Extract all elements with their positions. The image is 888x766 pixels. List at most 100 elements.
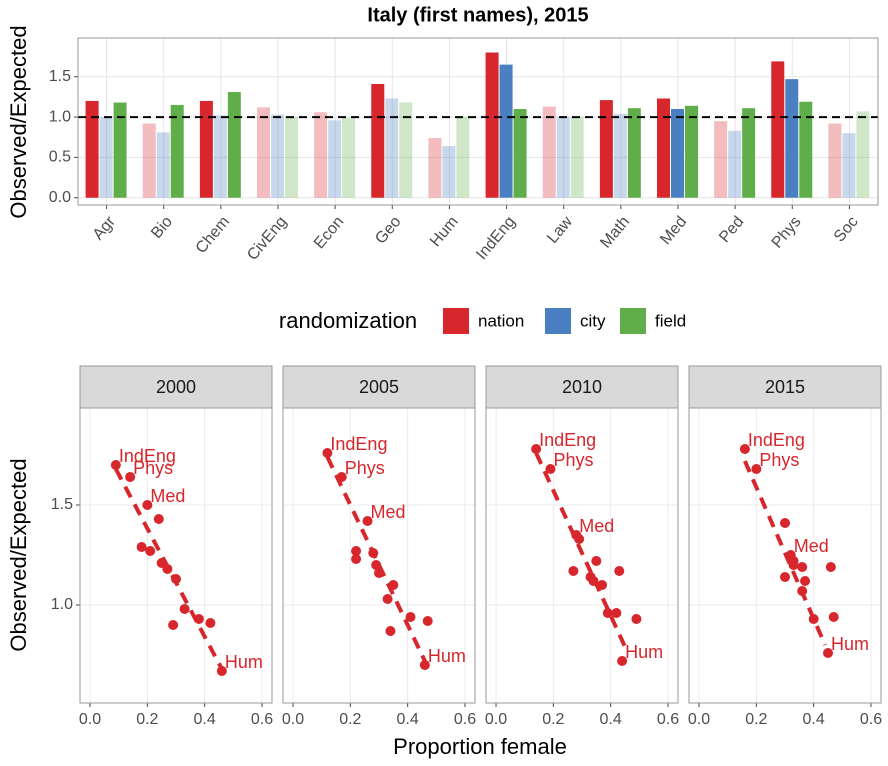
point <box>216 666 227 676</box>
plot-frame <box>79 407 273 704</box>
point <box>388 580 399 590</box>
point <box>162 564 173 574</box>
bar <box>856 111 870 198</box>
y-axis-title: Observed/Expected <box>6 458 31 651</box>
point-label: Phys <box>553 450 593 470</box>
facet-title: 2000 <box>156 377 196 397</box>
y-axis-title: Observed/Expected <box>6 25 31 218</box>
x-tick-label: 0.0 <box>485 711 507 728</box>
bar <box>714 121 728 198</box>
legend-label: field <box>655 311 686 330</box>
x-tick-label: Bio <box>148 213 176 242</box>
x-tick-label: 0.4 <box>803 711 825 728</box>
point <box>574 534 585 544</box>
point <box>797 562 808 572</box>
legend-label: nation <box>478 311 524 330</box>
bar <box>485 52 499 198</box>
x-tick-label: Agr <box>90 213 119 244</box>
plot-background <box>486 408 678 703</box>
point <box>788 560 799 570</box>
point <box>374 568 384 578</box>
bar <box>156 132 170 198</box>
bar <box>442 146 456 198</box>
point <box>322 448 333 458</box>
point-label: Hum <box>831 634 869 654</box>
bar <box>456 117 470 198</box>
x-tick-label: Math <box>597 213 633 251</box>
point-label: Phys <box>345 458 385 478</box>
point-label: Med <box>579 516 614 536</box>
bar <box>285 117 298 198</box>
bar <box>99 117 113 198</box>
point <box>780 572 790 582</box>
point <box>828 612 839 622</box>
facet-title: 2005 <box>359 377 399 397</box>
point <box>136 542 147 552</box>
bar <box>85 100 99 198</box>
x-tick-label: 0.2 <box>745 711 767 728</box>
y-tick-label: 0.5 <box>49 149 71 166</box>
x-tick-label: Phys <box>769 213 805 251</box>
bar <box>428 138 442 198</box>
bar <box>685 105 698 198</box>
point <box>142 500 153 510</box>
x-tick-label: IndEng <box>473 213 519 263</box>
point-label: IndEng <box>748 430 805 450</box>
legend-label: city <box>580 311 606 330</box>
x-tick-label: Law <box>544 213 576 247</box>
bar <box>385 98 399 198</box>
point-label: IndEng <box>119 446 176 466</box>
y-tick-label: 1.0 <box>49 108 71 125</box>
point <box>125 472 136 482</box>
point <box>808 614 819 624</box>
point <box>568 566 579 576</box>
plot-frame <box>77 37 879 206</box>
bar <box>671 108 684 198</box>
point <box>362 516 373 526</box>
point <box>751 464 762 474</box>
x-tick-label: 0.0 <box>688 711 710 728</box>
bar <box>227 92 241 198</box>
bar <box>513 108 527 198</box>
bar <box>613 113 627 198</box>
point <box>800 576 811 586</box>
x-tick-label: 0.6 <box>251 711 273 728</box>
point <box>351 554 362 564</box>
facet-strip <box>282 365 476 409</box>
bar <box>371 83 385 198</box>
point <box>168 620 179 630</box>
point <box>205 618 216 628</box>
bar <box>399 102 413 198</box>
point-label: Hum <box>625 642 663 662</box>
point-label: Phys <box>133 458 173 478</box>
point <box>371 560 382 570</box>
point <box>153 514 164 524</box>
y-tick-label: 0.0 <box>49 189 71 206</box>
x-tick-label: 0.4 <box>194 711 216 728</box>
x-tick-label: 0.4 <box>600 711 622 728</box>
point-label: Med <box>794 536 829 556</box>
bar <box>657 98 670 198</box>
point <box>822 648 833 658</box>
point <box>631 614 642 624</box>
x-tick-label: 0.0 <box>282 711 304 728</box>
plot-frame <box>485 407 679 704</box>
x-tick-label: 0.0 <box>79 711 101 728</box>
point-label: Hum <box>225 652 263 672</box>
x-tick-label: 0.6 <box>454 711 476 728</box>
point <box>110 460 121 470</box>
point <box>611 608 622 618</box>
bar <box>570 117 584 198</box>
x-tick-label: CivEng <box>244 213 290 263</box>
bar <box>342 117 356 198</box>
point-label: Med <box>150 486 185 506</box>
chart-title: Italy (first names), 2015 <box>367 4 588 26</box>
legend-swatch <box>620 308 646 334</box>
point <box>591 556 602 566</box>
x-tick-label: Econ <box>311 213 347 252</box>
point <box>351 546 362 556</box>
point-label: Hum <box>428 646 466 666</box>
x-tick-label: 0.6 <box>657 711 679 728</box>
point-label: Phys <box>759 450 799 470</box>
